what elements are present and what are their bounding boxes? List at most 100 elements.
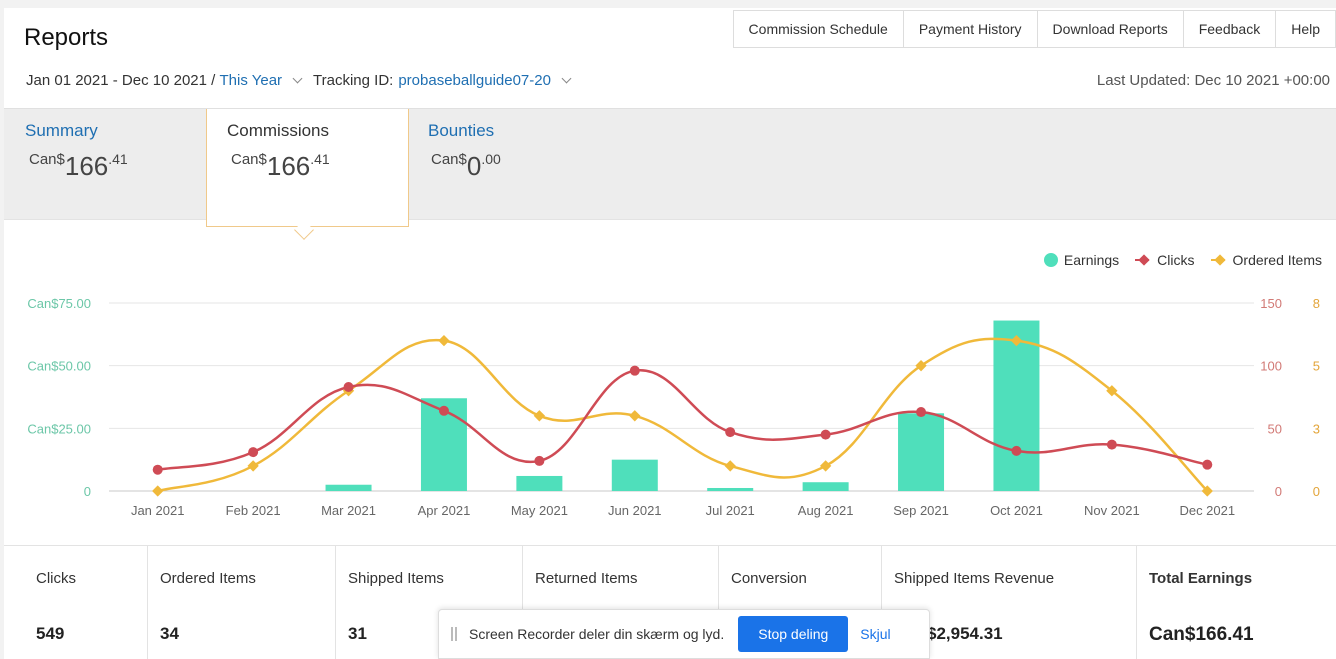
earnings-bar (325, 484, 372, 491)
amount-whole: 166 (64, 151, 109, 181)
ordered-items-line (157, 337, 1209, 493)
chart-legend: Earnings Clicks Ordered Items (1043, 252, 1322, 268)
chevron-down-icon[interactable] (292, 73, 303, 84)
stat-value: 34 (160, 624, 179, 643)
right2-tick-label: 0 (1313, 484, 1320, 499)
stat-shipped-items: Shipped Items 31 (336, 546, 523, 659)
amount-decimal: .41 (310, 151, 330, 167)
tab-bounties[interactable]: Bounties Can$0.00 (409, 109, 609, 221)
tracking-label: Tracking ID: (313, 72, 394, 89)
ordered-items-point (819, 460, 832, 472)
tab-label: Summary (25, 121, 98, 140)
stat-label: Total Earnings (1149, 570, 1253, 587)
legend-earnings[interactable]: Earnings (1043, 252, 1120, 268)
date-range: Jan 01 2021 - Dec 10 2021 (26, 72, 207, 89)
legend-ordered-items[interactable]: Ordered Items (1210, 252, 1322, 268)
ordered-items-point (533, 410, 546, 422)
clicks-point (629, 365, 640, 376)
stat-label: Clicks (36, 570, 76, 587)
stat-label: Returned Items (535, 570, 638, 587)
earnings-chart: Earnings Clicks Ordered Items Can$75.00 1… (4, 230, 1336, 540)
right1-tick-label: 0 (1275, 484, 1282, 499)
ordered-items-swatch-icon (1210, 254, 1227, 266)
x-tick-label: Mar 2021 (321, 503, 376, 518)
currency-label: Can$ (431, 151, 467, 168)
nav-commission-schedule[interactable]: Commission Schedule (732, 10, 903, 48)
ordered-items-point (915, 360, 927, 372)
clicks-point (438, 405, 449, 416)
stat-total-earnings: Total Earnings Can$166.41 (1137, 546, 1336, 659)
earnings-bar (516, 475, 563, 491)
top-nav: Commission Schedule Payment History Down… (732, 10, 1336, 48)
right2-tick-label: 8 (1313, 296, 1320, 311)
earnings-bar (993, 320, 1040, 491)
currency-label: Can$ (29, 151, 65, 168)
clicks-point (916, 407, 927, 418)
stat-value: Can$166.41 (1149, 624, 1254, 645)
chevron-down-icon[interactable] (561, 73, 572, 84)
stat-conversion: Conversion (719, 546, 882, 659)
stats-row: Clicks 549 Ordered Items 34 Shipped Item… (4, 545, 1336, 659)
tracking-id-dropdown[interactable]: probaseballguide07-20 (398, 72, 551, 89)
x-tick-label: Jul 2021 (706, 503, 755, 518)
nav-feedback[interactable]: Feedback (1182, 10, 1276, 48)
amount-whole: 0 (466, 151, 482, 181)
x-tick-label: Nov 2021 (1084, 503, 1140, 518)
date-preset-dropdown[interactable]: This Year (219, 72, 283, 89)
x-tick-label: May 2021 (511, 503, 568, 518)
earnings-bar (707, 487, 754, 491)
ordered-items-point (724, 460, 736, 472)
drag-handle-icon[interactable] (451, 627, 457, 641)
summary-tabs: Summary Can$166.41 Commissions Can$166.4… (4, 108, 1336, 240)
screen-recorder-bar: Screen Recorder deler din skærm og lyd. … (438, 609, 930, 659)
stat-value: 31 (348, 624, 367, 643)
last-updated: Last Updated: Dec 10 2021 +00:00 (1096, 72, 1330, 89)
legend-label: Earnings (1063, 252, 1120, 268)
legend-label: Ordered Items (1232, 252, 1322, 268)
nav-payment-history[interactable]: Payment History (902, 10, 1037, 48)
clicks-point (534, 455, 545, 466)
ordered-items-point (1106, 385, 1118, 397)
ordered-items-point (438, 334, 450, 347)
tab-summary[interactable]: Summary Can$166.41 (4, 109, 206, 221)
tab-label: Bounties (428, 121, 495, 140)
nav-download-reports[interactable]: Download Reports (1036, 10, 1183, 48)
earnings-swatch-icon (1043, 253, 1058, 267)
clicks-point (1106, 439, 1117, 450)
right1-tick-label: 100 (1260, 359, 1282, 374)
stat-returned-items: Returned Items (523, 546, 719, 659)
clicks-swatch-icon (1135, 254, 1151, 266)
tab-commissions[interactable]: Commissions Can$166.41 (206, 109, 409, 240)
amount-whole: 166 (266, 151, 311, 181)
hide-link[interactable]: Skjul (860, 626, 891, 642)
currency-label: Can$ (231, 151, 267, 168)
stop-sharing-button[interactable]: Stop deling (738, 616, 849, 652)
clicks-point (343, 381, 354, 392)
tab-amount: Can$166.41 (231, 151, 330, 182)
date-separator: / (206, 72, 220, 89)
left-tick-label: Can$75.00 (27, 296, 91, 311)
clicks-point (1011, 445, 1022, 456)
stat-shipped-revenue: Shipped Items Revenue $2,954.31 (882, 546, 1137, 659)
reports-page: Reports Commission Schedule Payment Hist… (4, 8, 1336, 659)
x-tick-label: Dec 2021 (1179, 503, 1235, 518)
filter-row: Jan 01 2021 - Dec 10 2021 / This Year Tr… (26, 72, 582, 89)
x-tick-label: Aug 2021 (798, 503, 854, 518)
left-tick-label: 0 (84, 484, 91, 499)
nav-help[interactable]: Help (1275, 10, 1336, 48)
right1-tick-label: 50 (1268, 421, 1282, 436)
left-tick-label: Can$50.00 (27, 359, 91, 374)
ordered-items-point (629, 410, 641, 422)
legend-clicks[interactable]: Clicks (1135, 252, 1195, 268)
x-tick-label: Oct 2021 (990, 503, 1043, 518)
clicks-point (152, 464, 163, 475)
clicks-point (248, 447, 259, 458)
x-tick-label: Feb 2021 (226, 503, 281, 518)
stat-clicks: Clicks 549 (4, 546, 148, 659)
left-tick-label: Can$25.00 (27, 421, 91, 436)
stat-label: Shipped Items (348, 570, 444, 587)
stat-value: $2,954.31 (927, 624, 1003, 643)
legend-label: Clicks (1157, 252, 1195, 268)
x-tick-label: Sep 2021 (893, 503, 949, 518)
clicks-point (1202, 459, 1213, 470)
